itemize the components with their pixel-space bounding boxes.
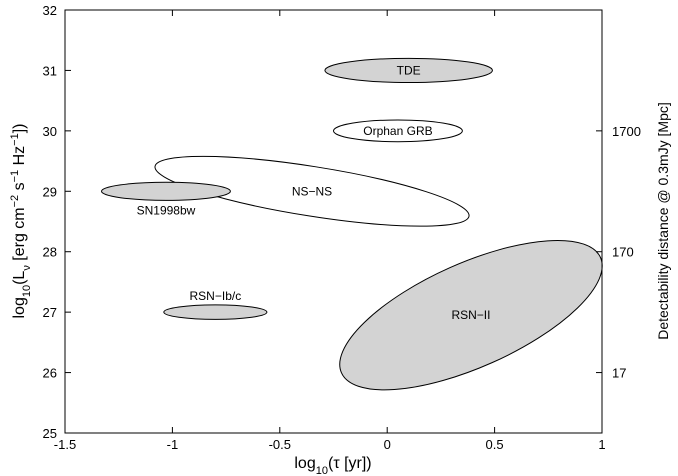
label-segment: 10	[21, 285, 33, 297]
region-label: Orphan GRB	[363, 124, 432, 138]
y2-tick-label: 17	[612, 366, 626, 381]
region	[339, 239, 603, 391]
x-tick-label: -0.5	[269, 437, 291, 452]
region	[154, 155, 470, 227]
x-axis-label: log10(τ [yr])	[294, 455, 371, 476]
y-axis-label: log10(Lν [erg cm−2 s−1 Hz−1])	[9, 123, 33, 318]
y-tick-label: 32	[43, 3, 57, 18]
label-segment: s	[11, 182, 28, 194]
label-segment: log	[11, 297, 28, 318]
plot-area	[65, 10, 602, 433]
region-label: RSN−II	[451, 308, 490, 322]
label-segment: (L	[11, 271, 28, 285]
region-label: NS−NS	[292, 184, 332, 198]
y-tick-label: 26	[43, 366, 57, 381]
region	[324, 57, 493, 84]
region	[333, 119, 463, 143]
label-segment: [erg cm	[11, 207, 28, 265]
x-tick-label: 0	[384, 437, 391, 452]
ellipses: TDE Orphan GRB NS−NS SN1998bw RSN−Ib/c RSN−II	[101, 57, 603, 391]
x-tick-label: 1	[598, 437, 605, 452]
region-label: RSN−Ib/c	[190, 289, 242, 303]
y2-axis-label: Detectability distance @ 0.3mJy [Mpc]	[655, 102, 671, 340]
y-tick-label: 25	[43, 426, 57, 441]
x-tick-label: 0.5	[486, 437, 504, 452]
y-tick-label: 30	[43, 124, 57, 139]
y-tick-label: 28	[43, 245, 57, 260]
y-tick-label: 27	[43, 305, 57, 320]
plot-frame	[64, 9, 603, 434]
label-segment: −2	[9, 195, 21, 208]
label-segment: −1	[9, 170, 21, 183]
y2-tick-label: 1700	[612, 124, 641, 139]
region-label: SN1998bw	[137, 203, 196, 217]
region	[163, 304, 268, 320]
y-tick-label: 29	[43, 184, 57, 199]
label-segment: ν	[21, 265, 33, 271]
label-segment: log	[294, 455, 315, 472]
x-tick-label: -1	[167, 437, 179, 452]
label-segment: (τ [yr])	[328, 455, 372, 472]
x-tick-label: -1.5	[54, 437, 76, 452]
label-segment: −1	[9, 133, 21, 146]
label-segment: ])	[11, 123, 28, 133]
y-tick-label: 31	[43, 63, 57, 78]
region	[101, 181, 231, 201]
label-segment: 10	[316, 465, 328, 476]
y2-tick-label: 170	[612, 245, 634, 260]
label-segment: Hz	[11, 146, 28, 170]
region-label: TDE	[397, 63, 421, 77]
